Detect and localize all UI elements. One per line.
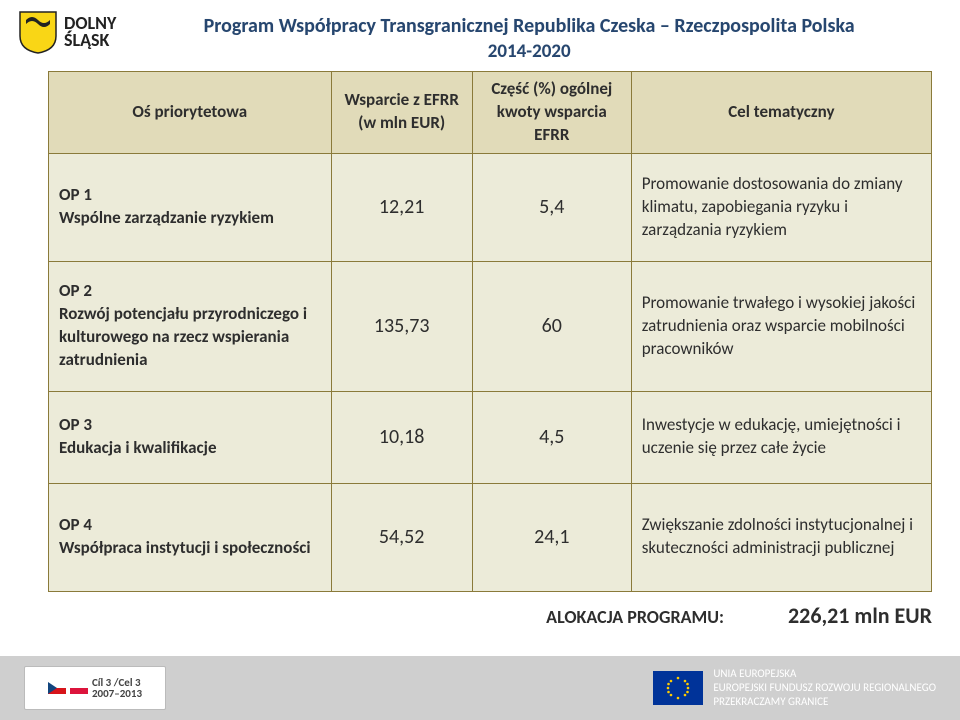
eu-logo: UNIA EUROPEJSKA EUROPEJSKI FUNDUSZ ROZWO… bbox=[653, 667, 936, 708]
allocation-value: 226,21 mln EUR bbox=[788, 602, 932, 629]
header: DOLNY ŚLĄSK Program Współpracy Transgran… bbox=[0, 0, 960, 63]
allocation-summary: ALOKACJA PROGRAMU: 226,21 mln EUR bbox=[48, 602, 932, 629]
cell-axis: OP 2Rozwój potencjału przyrodniczego i k… bbox=[49, 261, 332, 391]
shield-icon bbox=[18, 10, 58, 54]
cell-pct: 5,4 bbox=[472, 153, 631, 261]
cell-efrr: 12,21 bbox=[331, 153, 472, 261]
th-axis: Oś priorytetowa bbox=[49, 72, 332, 154]
cell-theme: Zwiększanie zdolności instytucjonalnej i… bbox=[631, 483, 931, 591]
eu-line1: UNIA EUROPEJSKA bbox=[713, 667, 936, 681]
czpl-line2: 2007–2013 bbox=[92, 687, 142, 700]
cell-efrr: 135,73 bbox=[331, 261, 472, 391]
th-pct: Część (%) ogólnej kwoty wsparcia EFRR bbox=[472, 72, 631, 154]
th-theme: Cel tematyczny bbox=[631, 72, 931, 154]
cell-theme: Inwestycje w edukację, umiejętności i uc… bbox=[631, 391, 931, 483]
logo-dolny-slask: DOLNY ŚLĄSK bbox=[18, 10, 116, 54]
cell-pct: 24,1 bbox=[472, 483, 631, 591]
cell-pct: 60 bbox=[472, 261, 631, 391]
czpl-logo: Cíl 3 /Cel 3 2007–2013 bbox=[24, 666, 166, 710]
cell-pct: 4,5 bbox=[472, 391, 631, 483]
footer: Cíl 3 /Cel 3 2007–2013 UNIA EUROPEJSKA E… bbox=[0, 656, 960, 720]
allocation-table: Oś priorytetowa Wsparcie z EFRR (w mln E… bbox=[48, 71, 932, 592]
flag-pl-icon bbox=[70, 682, 88, 694]
table-row: OP 2Rozwój potencjału przyrodniczego i k… bbox=[49, 261, 932, 391]
cell-axis: OP 3Edukacja i kwalifikacje bbox=[49, 391, 332, 483]
th-efrr: Wsparcie z EFRR (w mln EUR) bbox=[331, 72, 472, 154]
table-row: OP 1Wspólne zarządzanie ryzykiem 12,21 5… bbox=[49, 153, 932, 261]
flag-cz-icon bbox=[48, 682, 66, 694]
cell-efrr: 54,52 bbox=[331, 483, 472, 591]
eu-line2: EUROPEJSKI FUNDUSZ ROZWOJU REGIONALNEGO bbox=[713, 681, 936, 695]
program-subtitle: 2014-2020 bbox=[116, 40, 942, 63]
table-row: OP 3Edukacja i kwalifikacje 10,18 4,5 In… bbox=[49, 391, 932, 483]
program-title: Program Współpracy Transgranicznej Repub… bbox=[116, 14, 942, 38]
eu-line3: PRZEKRACZAMY GRANICE bbox=[713, 695, 936, 709]
cell-axis: OP 4Współpraca instytucji i społeczności bbox=[49, 483, 332, 591]
cell-efrr: 10,18 bbox=[331, 391, 472, 483]
allocation-label: ALOKACJA PROGRAMU: bbox=[546, 606, 724, 628]
cell-theme: Promowanie trwałego i wysokiej jakości z… bbox=[631, 261, 931, 391]
logo-text-line2: ŚLĄSK bbox=[64, 32, 116, 49]
cell-theme: Promowanie dostosowania do zmiany klimat… bbox=[631, 153, 931, 261]
table-row: OP 4Współpraca instytucji i społeczności… bbox=[49, 483, 932, 591]
eu-flag-icon bbox=[653, 671, 703, 705]
cell-axis: OP 1Wspólne zarządzanie ryzykiem bbox=[49, 153, 332, 261]
